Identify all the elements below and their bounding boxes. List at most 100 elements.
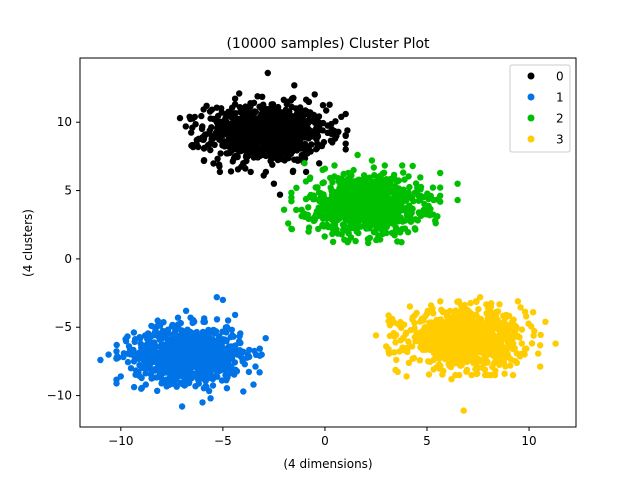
point-series-2 — [407, 215, 415, 222]
point-series-0 — [279, 138, 286, 145]
point-series-3 — [425, 371, 433, 378]
point-series-3 — [422, 346, 429, 353]
point-series-1 — [244, 351, 252, 358]
point-series-0 — [338, 113, 345, 121]
point-series-0 — [311, 91, 318, 98]
point-series-0 — [235, 127, 242, 134]
point-series-3 — [529, 309, 537, 316]
point-series-3 — [454, 298, 461, 305]
point-series-3 — [459, 345, 466, 352]
point-series-1 — [219, 328, 226, 335]
point-series-1 — [222, 367, 229, 374]
series-2 — [280, 151, 461, 247]
legend-marker-0 — [527, 72, 535, 80]
point-series-3 — [431, 333, 439, 340]
point-series-1 — [219, 353, 226, 361]
point-series-0 — [215, 161, 223, 168]
point-series-2 — [454, 196, 461, 204]
point-series-3 — [424, 337, 431, 344]
legend-marker-3 — [527, 135, 535, 143]
point-series-3 — [457, 323, 464, 330]
point-series-1 — [188, 333, 195, 340]
point-series-3 — [405, 359, 413, 367]
point-series-1 — [256, 345, 263, 352]
point-series-1 — [156, 373, 163, 381]
point-series-2 — [344, 200, 352, 207]
point-series-3 — [456, 328, 463, 335]
point-series-2 — [429, 184, 437, 191]
point-series-0 — [206, 130, 213, 137]
point-series-2 — [367, 209, 374, 216]
point-series-1 — [215, 335, 222, 342]
point-series-3 — [415, 337, 422, 345]
point-series-1 — [113, 341, 120, 349]
point-series-3 — [462, 357, 469, 364]
point-series-0 — [287, 137, 294, 144]
point-series-2 — [356, 189, 363, 197]
point-series-3 — [535, 350, 542, 357]
point-series-1 — [136, 361, 143, 369]
point-series-3 — [485, 335, 492, 342]
point-series-1 — [113, 354, 120, 362]
point-series-2 — [372, 227, 379, 234]
point-series-2 — [383, 176, 390, 183]
point-series-3 — [417, 318, 424, 325]
x-tick-label: −5 — [214, 434, 232, 448]
point-series-1 — [213, 316, 221, 323]
point-series-2 — [399, 162, 406, 169]
point-series-0 — [293, 126, 300, 134]
point-series-0 — [213, 104, 220, 111]
point-series-1 — [184, 347, 191, 354]
point-series-1 — [130, 346, 137, 354]
point-series-3 — [392, 331, 400, 339]
point-series-2 — [408, 194, 415, 201]
point-series-2 — [354, 205, 361, 212]
point-series-2 — [328, 195, 336, 202]
point-series-1 — [165, 350, 172, 358]
point-series-3 — [512, 326, 519, 334]
point-series-2 — [310, 214, 318, 221]
point-series-3 — [467, 299, 474, 307]
point-series-0 — [228, 144, 235, 152]
point-series-0 — [187, 115, 194, 123]
point-series-1 — [132, 371, 139, 378]
point-series-3 — [438, 306, 445, 313]
point-series-3 — [469, 345, 477, 353]
point-series-3 — [497, 329, 504, 336]
point-series-3 — [452, 354, 459, 361]
point-series-3 — [470, 359, 477, 367]
point-series-1 — [184, 364, 191, 372]
point-series-1 — [245, 368, 253, 376]
point-series-1 — [158, 335, 166, 342]
point-series-0 — [263, 139, 271, 146]
point-series-0 — [280, 110, 288, 118]
point-series-1 — [171, 380, 178, 387]
point-series-3 — [487, 313, 494, 320]
point-series-0 — [262, 106, 269, 114]
point-series-0 — [302, 168, 310, 176]
point-series-3 — [451, 359, 458, 367]
point-series-3 — [409, 355, 416, 362]
point-series-1 — [155, 365, 162, 372]
point-series-1 — [175, 321, 182, 328]
point-series-2 — [365, 191, 372, 198]
point-series-2 — [370, 164, 377, 171]
point-series-3 — [486, 347, 493, 354]
point-series-1 — [201, 335, 208, 342]
point-series-2 — [348, 211, 356, 218]
point-series-0 — [236, 90, 243, 97]
point-series-3 — [472, 320, 479, 327]
point-series-0 — [206, 108, 214, 115]
point-series-0 — [314, 132, 321, 139]
point-series-3 — [406, 303, 414, 310]
point-series-1 — [131, 338, 138, 345]
series-3 — [372, 294, 559, 414]
point-series-2 — [339, 221, 347, 228]
point-series-1 — [252, 351, 260, 358]
point-series-3 — [403, 373, 410, 380]
point-series-2 — [352, 237, 359, 245]
point-series-2 — [400, 169, 407, 176]
point-series-1 — [142, 365, 150, 372]
point-series-0 — [302, 107, 309, 114]
